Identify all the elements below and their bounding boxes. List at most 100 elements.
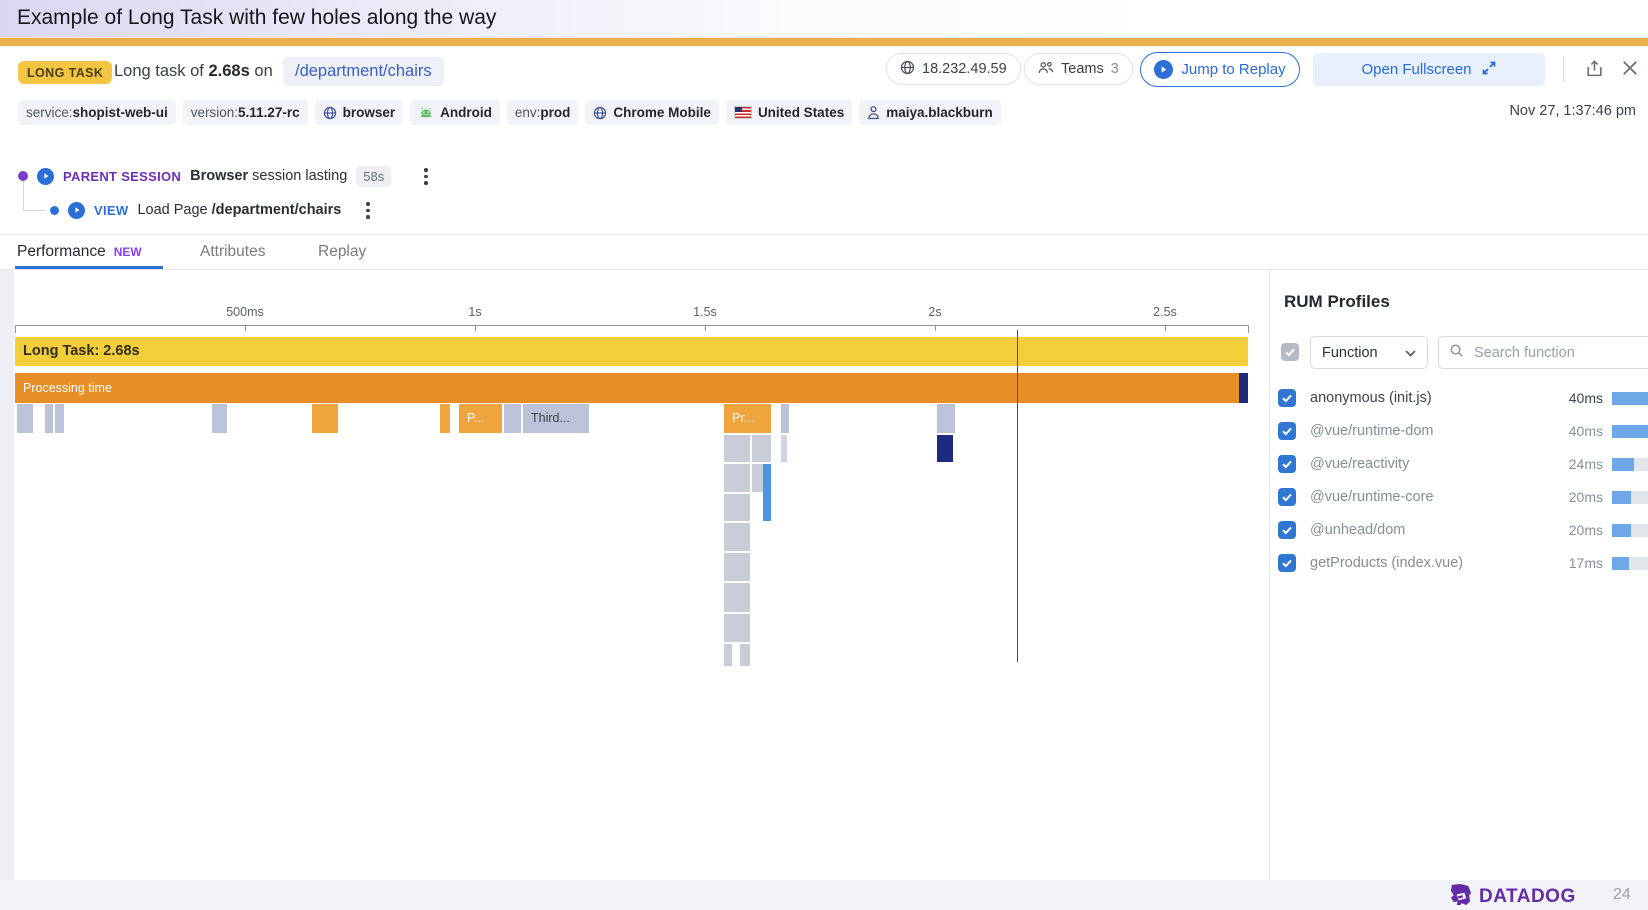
tab-performance[interactable]: Performance NEW [17, 243, 142, 260]
profile-time-bar-fill [1612, 490, 1631, 504]
tab-replay[interactable]: Replay [318, 243, 367, 260]
axis-tick-label: 2s [928, 305, 942, 319]
datadog-logo: DATADOG [1448, 883, 1576, 910]
session-dot [18, 171, 28, 182]
profile-checkbox[interactable] [1278, 554, 1296, 572]
globe-icon [593, 106, 607, 120]
flame-segment[interactable] [740, 644, 750, 666]
flame-segment[interactable] [937, 404, 955, 433]
profile-function-name: @vue/runtime-dom [1310, 423, 1434, 439]
profile-time-bar [1612, 391, 1648, 405]
profile-row: @vue/runtime-core 20ms [1278, 483, 1648, 511]
tag-pill[interactable]: maiya.blackburn [859, 100, 1001, 125]
flame-segment[interactable] [724, 494, 750, 521]
flame-segment[interactable] [440, 404, 450, 433]
search-box [1438, 336, 1648, 369]
function-filter-dropdown[interactable]: Function [1310, 336, 1428, 369]
tab-attributes[interactable]: Attributes [200, 243, 266, 260]
profile-time-bar [1612, 424, 1648, 438]
flame-segment[interactable] [55, 404, 64, 433]
flame-segment[interactable] [724, 583, 750, 612]
flame-segment[interactable] [752, 435, 771, 462]
event-timestamp: Nov 27, 1:37:46 pm [1509, 103, 1636, 119]
tag-value: United States [757, 105, 845, 120]
flame-segment[interactable] [752, 464, 763, 492]
rum-profiles-title: RUM Profiles [1284, 292, 1390, 311]
axis-tick-mark [475, 325, 476, 331]
flame-segment-label: Third... [531, 411, 570, 425]
tag-pill[interactable]: env: prod [506, 100, 579, 125]
flame-segment[interactable] [45, 404, 53, 433]
view-kebab-menu[interactable] [360, 198, 376, 223]
profile-checkbox[interactable] [1278, 455, 1296, 473]
flame-segment[interactable] [724, 464, 750, 492]
flame-segment[interactable]: Processing time [15, 373, 1248, 403]
flame-segment[interactable] [763, 464, 771, 521]
tag-pill[interactable]: Android [410, 100, 500, 125]
flame-segment-label: P... [467, 411, 485, 425]
session-description: Browser session lasting [190, 168, 348, 185]
flame-segment[interactable] [724, 644, 732, 666]
flame-segment[interactable]: Pr... [724, 404, 771, 433]
flame-segment[interactable]: P... [459, 404, 502, 433]
view-row[interactable]: VIEW Load Page /department/chairs [50, 198, 376, 223]
page-title: Example of Long Task with few holes alon… [17, 6, 497, 29]
flame-segment[interactable] [1239, 373, 1248, 403]
flame-segment[interactable]: Long Task: 2.68s [15, 337, 1248, 366]
flame-segment[interactable] [724, 614, 750, 642]
parent-session-row[interactable]: PARENT SESSION Browser session lasting 5… [18, 164, 434, 189]
flame-segment[interactable] [781, 435, 787, 462]
tag-pill[interactable]: Chrome Mobile [585, 100, 719, 125]
select-all-checkbox[interactable] [1281, 343, 1299, 361]
flame-segment[interactable] [17, 404, 33, 433]
tag-pill[interactable]: browser [314, 100, 404, 125]
tag-value: Chrome Mobile [613, 105, 711, 120]
tag-pill[interactable]: service: shopist-web-ui [18, 100, 176, 125]
profile-time-bar [1612, 556, 1648, 570]
flame-segment-label: Processing time [23, 381, 112, 395]
flame-segment[interactable] [937, 435, 953, 462]
session-kebab-menu[interactable] [418, 164, 434, 189]
flame-segment[interactable] [781, 404, 789, 433]
datadog-dog-icon [1448, 883, 1473, 910]
search-function-input[interactable] [1472, 343, 1626, 362]
flame-segment-label: Pr... [732, 411, 755, 425]
view-path-link[interactable]: /department/chairs [283, 57, 444, 86]
tag-pill[interactable]: United States [725, 100, 853, 125]
view-play-icon[interactable] [68, 201, 85, 219]
tag-pill[interactable]: version: 5.11.27-rc [182, 100, 308, 125]
session-type-label: PARENT SESSION [63, 168, 182, 184]
globe-icon [323, 106, 337, 120]
profile-function-name: anonymous (init.js) [1310, 390, 1432, 406]
view-type-label: VIEW [94, 202, 129, 218]
share-icon[interactable] [1581, 55, 1607, 81]
jump-to-replay-button[interactable]: Jump to Replay [1140, 52, 1300, 87]
flame-segment[interactable] [504, 404, 521, 433]
ip-address-pill[interactable]: 18.232.49.59 [886, 53, 1021, 85]
header-divider [1563, 56, 1564, 82]
flame-segment[interactable] [724, 435, 750, 462]
flame-segment[interactable]: Third... [523, 404, 589, 433]
session-play-icon[interactable] [37, 167, 54, 185]
profile-checkbox[interactable] [1278, 488, 1296, 506]
profile-checkbox[interactable] [1278, 389, 1296, 407]
flame-segment[interactable] [212, 404, 227, 433]
flame-segment[interactable] [724, 523, 750, 551]
flame-segment[interactable] [312, 404, 338, 433]
teams-pill[interactable]: Teams 3 [1024, 53, 1133, 85]
profile-checkbox[interactable] [1278, 521, 1296, 539]
flame-segment[interactable] [724, 553, 750, 581]
axis-tick-mark [935, 325, 936, 331]
close-icon[interactable] [1617, 55, 1643, 81]
flame-segment-label: Long Task: 2.68s [23, 343, 140, 359]
tag-value: Android [440, 105, 492, 120]
open-fullscreen-button[interactable]: Open Fullscreen [1313, 53, 1545, 86]
profile-checkbox[interactable] [1278, 422, 1296, 440]
tag-key: service: [26, 105, 73, 120]
profile-row: @unhead/dom 20ms [1278, 516, 1648, 544]
tag-value: maiya.blackburn [886, 105, 993, 120]
timeline-cursor[interactable] [1017, 330, 1018, 662]
profile-time-bar [1612, 523, 1648, 537]
person-icon [867, 105, 880, 120]
active-tab-underline [15, 266, 163, 269]
